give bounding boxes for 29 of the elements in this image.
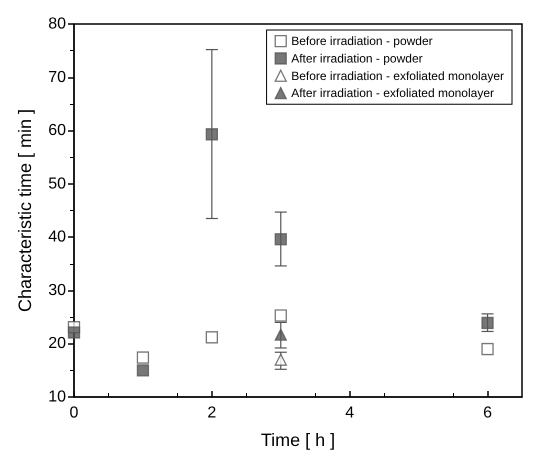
y-tick-label: 20 <box>48 335 66 352</box>
point <box>274 328 287 341</box>
point <box>481 316 494 330</box>
point <box>68 326 80 339</box>
y-tick-label: 30 <box>48 282 66 299</box>
x-tick-label: 2 <box>207 404 216 422</box>
point <box>206 128 218 140</box>
legend-label: After irradiation - powder <box>291 51 423 66</box>
x-axis-title: Time [ h ] <box>260 430 336 450</box>
y-tick-label: 40 <box>48 228 66 246</box>
y-tick-label: 10 <box>48 388 66 406</box>
y-tick-label: 80 <box>48 16 66 32</box>
x-tick-label: 6 <box>483 404 492 422</box>
point <box>274 309 287 322</box>
point <box>206 331 218 344</box>
point <box>274 233 287 246</box>
point <box>481 342 494 356</box>
y-tick-label: 60 <box>48 122 66 140</box>
point <box>136 364 150 377</box>
y-tick-label: 70 <box>48 68 66 86</box>
x-tick-label: 4 <box>345 404 354 422</box>
legend-label: After irradiation - exfoliated monolayer <box>291 86 494 100</box>
legend-label: Before irradiation - exfoliated monolayer <box>291 68 504 83</box>
point <box>274 354 287 366</box>
x-tick-label: 0 <box>70 404 79 422</box>
y-tick-label: 50 <box>48 175 66 192</box>
y-axis-title: Characteristic time [ min ] <box>15 108 35 312</box>
legend-label: Before irradiation - powder <box>291 34 433 48</box>
point <box>136 351 150 364</box>
